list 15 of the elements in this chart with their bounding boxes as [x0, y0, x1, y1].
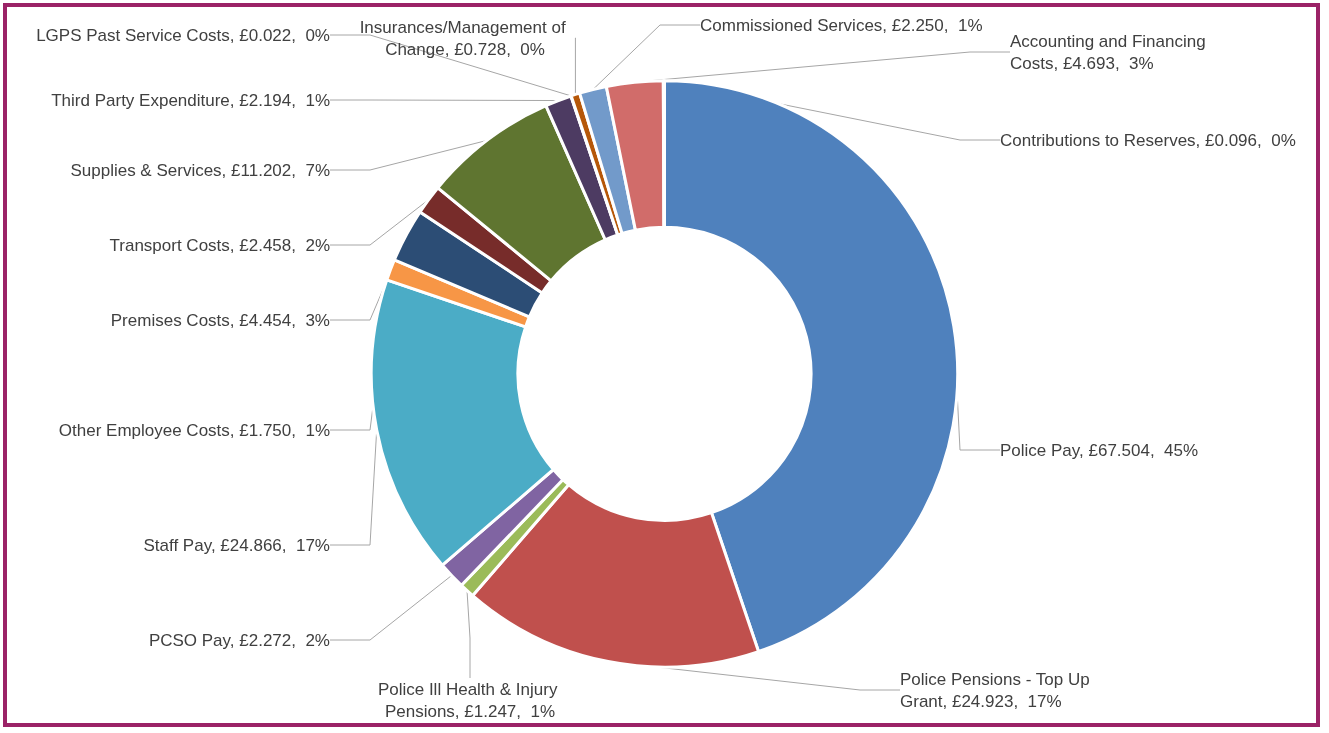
slice-label: Commissioned Services, £2.250, 1%: [700, 15, 983, 35]
slice-label: Police Pensions - Top Up Grant, £24.923, 17%: [900, 669, 1095, 711]
slice-label: Third Party Expenditure, £2.194, 1%: [51, 90, 330, 110]
slice-label: Transport Costs, £2.458, 2%: [109, 235, 330, 255]
slice-label: Police Pay, £67.504, 45%: [1000, 440, 1199, 460]
slice-label: Supplies & Services, £11.202, 7%: [70, 160, 330, 180]
slice-label: Staff Pay, £24.866, 17%: [143, 535, 330, 555]
slice-label: Premises Costs, £4.454, 3%: [110, 310, 330, 330]
slice-label: LGPS Past Service Costs, £0.022, 0%: [36, 25, 330, 45]
slice-label: Police Ill Health & Injury Pensions, £1.247, 1%: [377, 679, 563, 721]
slice-label: Insurances/Management of Change, £0.728, 0%: [359, 17, 571, 59]
slice-label: PCSO Pay, £2.272, 2%: [148, 630, 330, 650]
slice-label: Contributions to Reserves, £0.096, 0%: [1000, 130, 1296, 150]
slice-label: Accounting and Financing Costs, £4.693, 3%: [1010, 31, 1211, 73]
slice-label: Other Employee Costs, £1.750, 1%: [58, 420, 330, 440]
